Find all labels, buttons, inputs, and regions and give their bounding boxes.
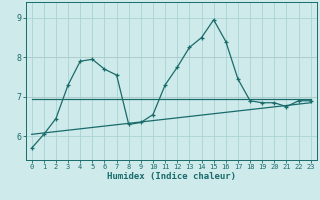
X-axis label: Humidex (Indice chaleur): Humidex (Indice chaleur) [107,172,236,181]
